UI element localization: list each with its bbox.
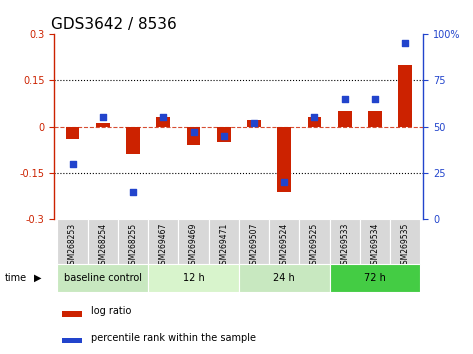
FancyBboxPatch shape bbox=[57, 219, 88, 264]
Bar bbox=[126, 127, 140, 154]
Bar bbox=[187, 127, 200, 145]
FancyBboxPatch shape bbox=[88, 219, 118, 264]
Text: baseline control: baseline control bbox=[64, 273, 142, 283]
Text: GSM268253: GSM268253 bbox=[68, 223, 77, 269]
FancyBboxPatch shape bbox=[118, 219, 148, 264]
FancyBboxPatch shape bbox=[209, 219, 239, 264]
Bar bbox=[247, 120, 261, 127]
Point bbox=[311, 114, 318, 120]
FancyBboxPatch shape bbox=[57, 264, 148, 292]
Text: log ratio: log ratio bbox=[91, 306, 131, 316]
Point bbox=[129, 189, 137, 194]
FancyBboxPatch shape bbox=[269, 219, 299, 264]
FancyBboxPatch shape bbox=[239, 219, 269, 264]
Text: percentile rank within the sample: percentile rank within the sample bbox=[91, 333, 256, 343]
Text: GSM269533: GSM269533 bbox=[340, 223, 349, 269]
Bar bbox=[278, 127, 291, 192]
Text: GSM269507: GSM269507 bbox=[249, 223, 258, 269]
Text: 72 h: 72 h bbox=[364, 273, 386, 283]
Text: GSM269469: GSM269469 bbox=[189, 223, 198, 269]
FancyBboxPatch shape bbox=[299, 219, 330, 264]
Point bbox=[159, 114, 167, 120]
Text: GSM268254: GSM268254 bbox=[98, 223, 107, 269]
FancyBboxPatch shape bbox=[360, 219, 390, 264]
FancyBboxPatch shape bbox=[330, 219, 360, 264]
Text: GSM269534: GSM269534 bbox=[370, 223, 379, 269]
FancyBboxPatch shape bbox=[178, 219, 209, 264]
Text: GSM269525: GSM269525 bbox=[310, 223, 319, 269]
Text: 24 h: 24 h bbox=[273, 273, 295, 283]
Point bbox=[371, 96, 379, 102]
Point bbox=[190, 129, 197, 135]
Point bbox=[99, 114, 106, 120]
Bar bbox=[62, 312, 82, 317]
Point bbox=[341, 96, 349, 102]
Bar bbox=[62, 338, 82, 343]
FancyBboxPatch shape bbox=[148, 219, 178, 264]
Bar bbox=[368, 111, 382, 127]
Point bbox=[69, 161, 76, 167]
Bar bbox=[338, 111, 351, 127]
Text: GDS3642 / 8536: GDS3642 / 8536 bbox=[51, 17, 176, 33]
Bar bbox=[217, 127, 230, 142]
Text: GSM268255: GSM268255 bbox=[129, 223, 138, 269]
Text: GSM269471: GSM269471 bbox=[219, 223, 228, 269]
Text: GSM269524: GSM269524 bbox=[280, 223, 289, 269]
Point bbox=[402, 40, 409, 46]
Bar bbox=[398, 65, 412, 127]
Bar bbox=[96, 124, 110, 127]
Point bbox=[280, 179, 288, 185]
Bar bbox=[66, 127, 79, 139]
Text: ▶: ▶ bbox=[34, 273, 42, 283]
FancyBboxPatch shape bbox=[390, 219, 420, 264]
Text: 12 h: 12 h bbox=[183, 273, 204, 283]
FancyBboxPatch shape bbox=[239, 264, 330, 292]
Point bbox=[220, 133, 228, 139]
Bar bbox=[307, 117, 321, 127]
Point bbox=[250, 120, 258, 126]
Bar bbox=[157, 117, 170, 127]
Text: time: time bbox=[5, 273, 27, 283]
Text: GSM269467: GSM269467 bbox=[159, 223, 168, 269]
FancyBboxPatch shape bbox=[148, 264, 239, 292]
Text: GSM269535: GSM269535 bbox=[401, 223, 410, 269]
FancyBboxPatch shape bbox=[330, 264, 420, 292]
